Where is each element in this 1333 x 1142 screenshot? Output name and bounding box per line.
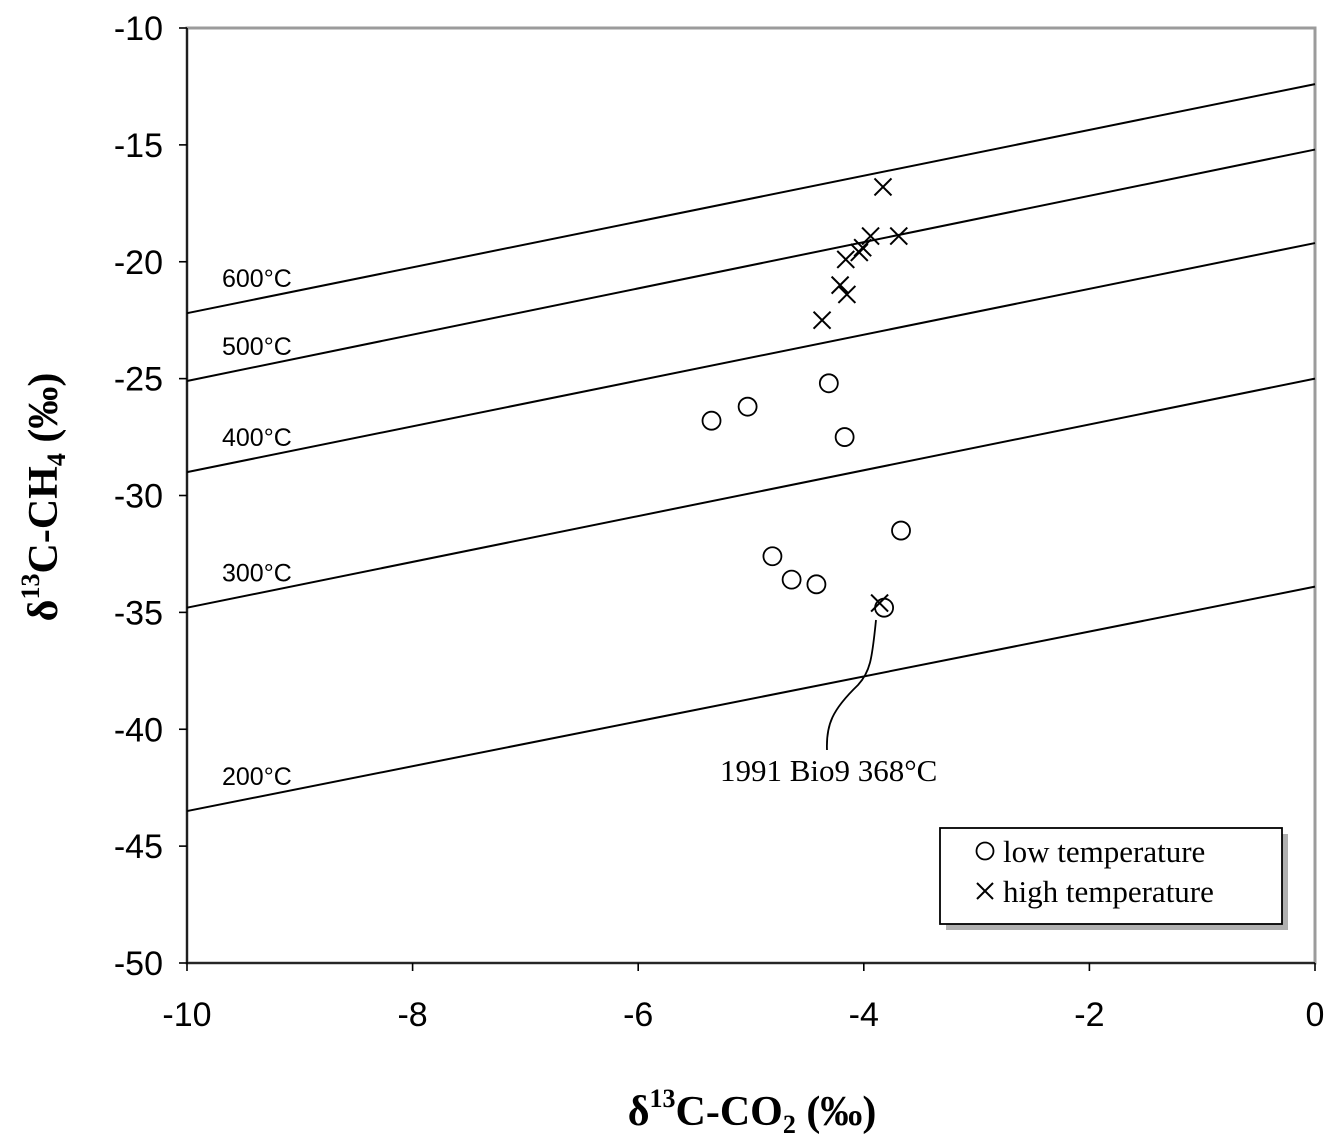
high-temperature-point [861, 226, 880, 246]
isotherm-label: 600°C [222, 265, 292, 293]
low-temperature-point [781, 569, 802, 590]
high-temperature-point [870, 593, 889, 613]
x-axis-title: δ13C-CO2 (‰) [628, 1084, 877, 1139]
x-tick-label: -4 [849, 996, 879, 1034]
legend-x-marker [976, 882, 994, 900]
plot-frame [185, 26, 1317, 965]
y-tick-label: -25 [114, 361, 163, 399]
low-temperature-point [737, 396, 758, 417]
legend-box [939, 827, 1283, 925]
legend-item-low-temperature: low temperature [1003, 834, 1205, 869]
legend-item-high-temperature: high temperature [1003, 874, 1214, 909]
low-temperature-point [701, 410, 722, 431]
legend: low temperature high temperature [939, 827, 1288, 930]
low-temperature-point [891, 520, 911, 541]
y-tick-label: -35 [114, 594, 163, 632]
x-axis-ticks: -10 -8 -6 -4 -2 0 [162, 963, 1324, 1034]
y-tick-label: -50 [114, 945, 163, 983]
y-tick-label: -40 [114, 711, 163, 749]
y-axis-title: δ13C-CH4 (‰) [16, 373, 71, 622]
legend-circle-marker [975, 841, 995, 861]
isotherm-line [186, 242, 1316, 474]
isotherm-lines: 600°C 500°C 400°C 300°C 200°C [186, 83, 1316, 813]
low-temperature-point [806, 574, 827, 595]
x-tick-label: -2 [1074, 996, 1104, 1034]
high-temperature-point [837, 285, 857, 304]
y-axis-ticks: -10 -15 -20 -25 -30 -35 -40 -45 -50 [114, 10, 187, 983]
y-tick-label: -45 [114, 828, 163, 866]
low-temperature-point [834, 427, 855, 447]
y-tick-label: -20 [114, 244, 163, 282]
high-temperature-point [830, 275, 850, 295]
high-temperature-point [850, 243, 869, 262]
low-temperature-point [762, 546, 783, 567]
low-temperature-point [818, 373, 839, 394]
high-temperature-point [836, 250, 855, 269]
y-tick-label: -30 [114, 478, 163, 516]
x-tick-label: 0 [1306, 996, 1325, 1034]
isotherm-label: 200°C [222, 763, 292, 791]
y-tick-label: -15 [114, 127, 163, 165]
isotherm-line [186, 377, 1316, 609]
data-points [701, 177, 911, 618]
isotherm-line [186, 83, 1316, 315]
annotation-leader-line [826, 619, 877, 751]
isotherm-label: 500°C [222, 333, 292, 361]
annotation-label: 1991 Bio9 368°C [720, 753, 937, 788]
high-temperature-point [889, 226, 908, 246]
x-tick-label: -10 [162, 996, 211, 1034]
y-tick-label: -10 [114, 10, 163, 48]
high-temperature-point [812, 310, 832, 330]
high-temperature-point [873, 177, 893, 197]
x-tick-label: -8 [397, 996, 427, 1034]
isotherm-label: 400°C [222, 424, 292, 452]
isotherm-line [186, 148, 1316, 382]
x-tick-label: -6 [623, 996, 653, 1034]
isotherm-line [186, 585, 1316, 813]
isotherm-label: 300°C [222, 560, 292, 588]
